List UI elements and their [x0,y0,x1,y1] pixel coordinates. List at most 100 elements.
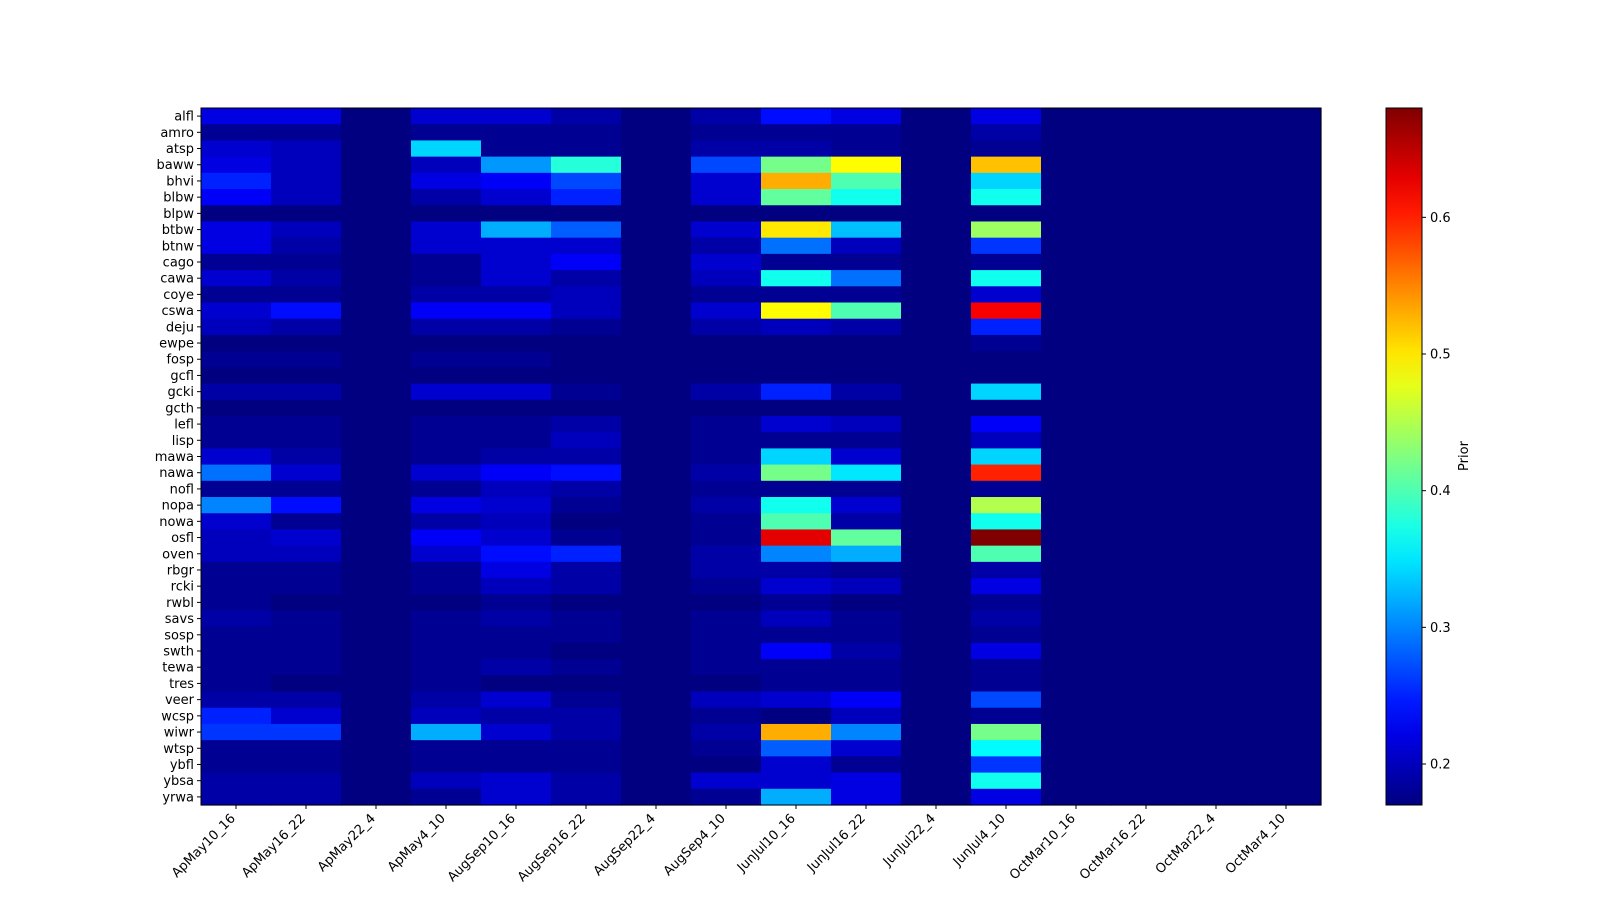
y-tick-label: lefl [174,418,194,433]
heatmap-cell [481,480,552,498]
heatmap-cell [761,707,832,725]
heatmap-cell [1111,415,1182,433]
heatmap-cell [621,659,692,676]
heatmap-cell [971,464,1042,482]
heatmap-cell [691,578,762,595]
y-tick-label: gcth [165,401,194,416]
heatmap-cell [341,772,412,790]
heatmap-cell [341,270,412,287]
heatmap-cell [411,659,482,676]
heatmap-cell [1041,318,1112,336]
heatmap-cell [271,707,342,725]
heatmap-cell [1041,756,1112,774]
heatmap-cell [971,189,1042,206]
heatmap-cell [1251,578,1322,595]
heatmap-cell [901,108,972,125]
colorbar-tick-label: 0.3 [1430,621,1451,636]
heatmap-cell [831,156,902,174]
heatmap-cell [761,270,832,287]
heatmap-cell [1041,642,1112,660]
heatmap-cell [1111,205,1182,223]
heatmap-cell [621,140,692,158]
heatmap-cell [901,334,972,352]
heatmap-cell [971,707,1042,725]
heatmap-cell [1181,383,1252,401]
heatmap-cell [1181,513,1252,531]
heatmap-cell [1251,675,1322,693]
heatmap-cell [761,448,832,466]
heatmap-cell [341,156,412,174]
heatmap-cell [1181,253,1252,271]
heatmap-cell [1111,383,1182,401]
heatmap-cell [1041,399,1112,417]
heatmap-cell [1181,108,1252,125]
heatmap-cell [1181,594,1252,612]
heatmap-cell [201,351,272,368]
heatmap-cell [691,513,762,531]
heatmap-cell [691,156,762,174]
heatmap-cell [1041,497,1112,514]
heatmap-cell [901,351,972,368]
colorbar-ticks: 0.2 0.3 0.4 0.5 0.6 [1422,211,1451,773]
heatmap-cell [761,659,832,676]
heatmap-cell [831,772,902,790]
heatmap-cell [271,221,342,239]
heatmap-cell [831,788,902,806]
heatmap-cell [831,756,902,774]
heatmap-cell [1111,723,1182,741]
heatmap-cell [271,675,342,693]
heatmap-cell [481,334,552,352]
heatmap-cell [481,270,552,287]
heatmap-cell [411,626,482,644]
heatmap-cell [551,691,622,709]
heatmap-cell [1111,642,1182,660]
heatmap-cell [271,156,342,174]
heatmap-cell [201,108,272,125]
heatmap-cell [971,480,1042,498]
heatmap-cell [1251,415,1322,433]
y-tick-label: cago [163,255,194,270]
y-tick-label: gcfl [170,369,194,384]
heatmap-cell [201,448,272,466]
heatmap-cell [411,561,482,579]
heatmap-cell [271,318,342,336]
y-tick-label: cawa [160,272,194,287]
heatmap-cell [551,189,622,206]
heatmap-cell [1251,399,1322,417]
heatmap-cell [1041,513,1112,531]
heatmap-cell [901,659,972,676]
heatmap-cell [761,756,832,774]
heatmap-cell [1041,334,1112,352]
heatmap-cell [341,334,412,352]
heatmap-cell [481,497,552,514]
heatmap-cell [971,513,1042,531]
heatmap-cell [691,270,762,287]
heatmap-cell [411,189,482,206]
heatmap-cell [971,788,1042,806]
heatmap-cell [831,448,902,466]
heatmap-cell [551,675,622,693]
heatmap-cell [481,172,552,190]
heatmap-cell [341,253,412,271]
heatmap-cell [971,124,1042,142]
heatmap-cell [691,659,762,676]
heatmap-cell [341,172,412,190]
heatmap-cell [1181,529,1252,547]
heatmap-cell [481,221,552,239]
heatmap-cell [271,253,342,271]
heatmap-cells [201,108,1322,806]
heatmap-cell [411,124,482,142]
heatmap-cell [1041,383,1112,401]
heatmap-cell [481,626,552,644]
heatmap-cell [621,740,692,757]
heatmap-cell [971,432,1042,449]
heatmap-cell [271,415,342,433]
heatmap-cell [1251,723,1322,741]
heatmap-cell [901,594,972,612]
heatmap-cell [971,626,1042,644]
colorbar [1385,107,1423,806]
heatmap-cell [831,270,902,287]
heatmap-cell [691,221,762,239]
heatmap-cell [761,237,832,255]
heatmap-cell [271,334,342,352]
